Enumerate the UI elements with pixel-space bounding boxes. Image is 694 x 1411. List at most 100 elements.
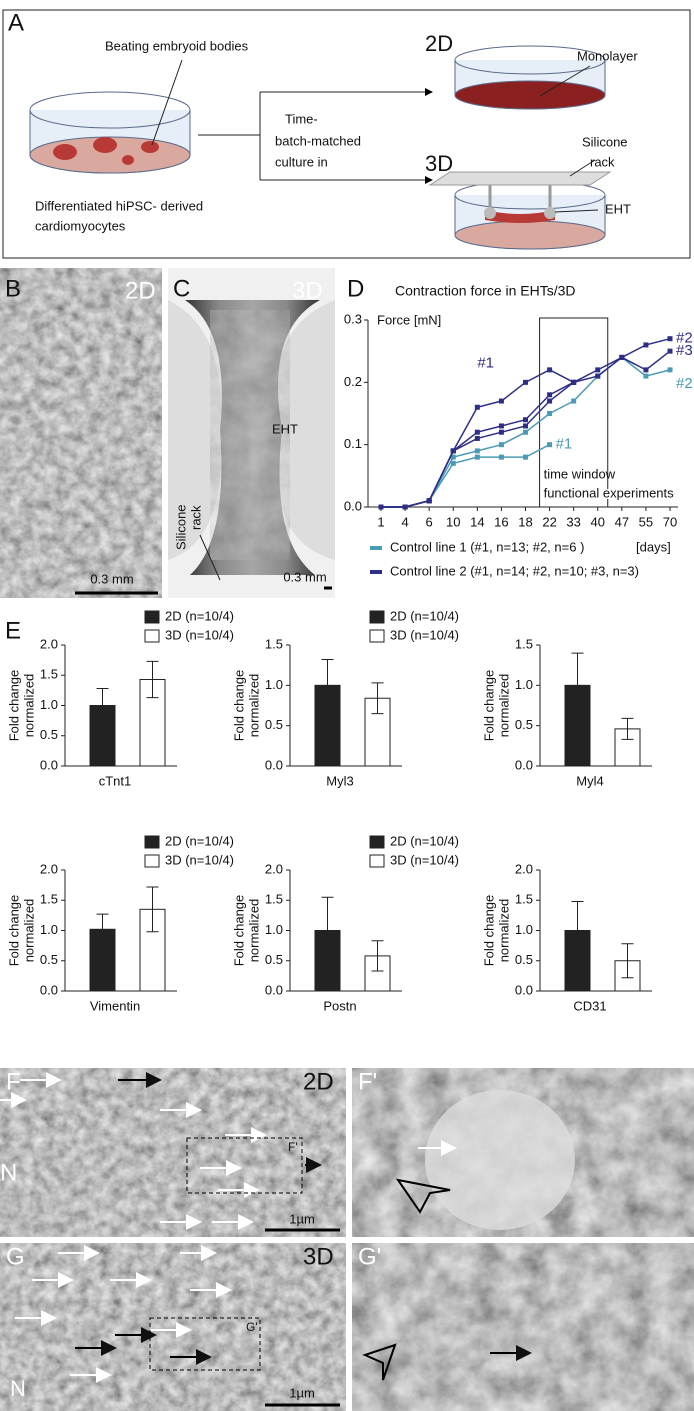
series-point bbox=[450, 460, 456, 466]
y-axis-label: Fold change normalized bbox=[231, 895, 261, 967]
series-point bbox=[426, 498, 432, 504]
legend-swatch bbox=[144, 610, 160, 624]
eht-label: EHT bbox=[272, 421, 298, 436]
series-point bbox=[571, 398, 577, 404]
arrowhead-marker bbox=[362, 1343, 397, 1381]
legend-swatch bbox=[144, 835, 160, 849]
y-label-line: normalized bbox=[496, 899, 511, 963]
series-point bbox=[523, 423, 528, 429]
series-point bbox=[547, 442, 553, 448]
y-tick-label: 0.0 bbox=[265, 982, 283, 997]
x-tick-label: 14 bbox=[470, 514, 484, 529]
x-tick-label: 10 bbox=[446, 514, 460, 529]
error-bar bbox=[96, 688, 109, 723]
x-tick-label: CD31 bbox=[573, 998, 606, 1013]
y-axis-label: Force [mN] bbox=[377, 312, 441, 327]
legend-swatch bbox=[144, 854, 160, 868]
time-window-box bbox=[539, 317, 609, 508]
legend-label: 2D (n=10/4) bbox=[390, 833, 459, 848]
y-tick-label: 0.5 bbox=[265, 717, 283, 732]
series-point bbox=[643, 373, 649, 379]
y-label-line: Fold change bbox=[6, 670, 21, 742]
em-image bbox=[0, 1243, 346, 1411]
arrowhead-marker bbox=[395, 1178, 451, 1214]
scale-label: 1µm bbox=[289, 1211, 315, 1226]
dish-left bbox=[29, 59, 191, 174]
legend-label: Control line 1 (#1, n=13; #2, n=6 ) bbox=[390, 539, 584, 554]
series-point bbox=[571, 379, 577, 385]
series-point bbox=[474, 454, 480, 460]
micrograph bbox=[0, 268, 162, 598]
y-tick-label: 1.0 bbox=[265, 677, 283, 692]
scale-label: 1µm bbox=[289, 1385, 315, 1400]
series-point bbox=[450, 454, 456, 460]
panel-label: D bbox=[347, 275, 364, 302]
series-point bbox=[450, 448, 456, 454]
series-point bbox=[474, 429, 480, 435]
series-label: #3 bbox=[676, 342, 693, 359]
legend-swatch bbox=[144, 629, 160, 643]
pointer bbox=[199, 534, 221, 581]
series-point bbox=[667, 348, 673, 354]
y-label-line: normalized bbox=[246, 899, 261, 963]
rack-line: Silicone bbox=[173, 504, 188, 550]
series-line bbox=[381, 350, 671, 508]
y-tick-label: 0.0 bbox=[265, 757, 283, 772]
y-tick-label: 0.0 bbox=[40, 757, 58, 772]
panel-label: F bbox=[6, 1068, 21, 1095]
y-tick-label: 1.0 bbox=[265, 922, 283, 937]
x-tick-label: 16 bbox=[494, 514, 508, 529]
error-bar bbox=[621, 717, 634, 740]
series-point bbox=[498, 429, 504, 435]
inset-box bbox=[149, 1317, 261, 1371]
x-tick-label: 1 bbox=[377, 514, 384, 529]
series-point bbox=[523, 429, 528, 435]
panel-title: 3D bbox=[303, 1243, 334, 1270]
y-tick-label: 1.0 bbox=[40, 922, 58, 937]
eht-label: EHT bbox=[605, 201, 631, 216]
x-tick-label: 6 bbox=[426, 514, 433, 529]
nucleus-label: N bbox=[10, 1376, 26, 1401]
series-point bbox=[523, 417, 528, 423]
panel-label: G' bbox=[358, 1243, 381, 1270]
y-tick-label: 1.5 bbox=[515, 636, 533, 651]
culture-line: batch-matched bbox=[275, 133, 361, 148]
series-point bbox=[619, 354, 625, 360]
x-tick-label: Vimentin bbox=[90, 998, 140, 1013]
culture-line: culture in bbox=[275, 154, 328, 169]
legend-label: 2D (n=10/4) bbox=[165, 608, 234, 623]
y-label-line: normalized bbox=[246, 674, 261, 738]
series-label: #2 bbox=[676, 330, 693, 347]
em-image bbox=[0, 1068, 346, 1237]
x-tick-label: 33 bbox=[566, 514, 580, 529]
y-tick-label: 1.0 bbox=[40, 697, 58, 712]
flow-arrows bbox=[198, 88, 433, 184]
scale-label: 0.3 mm bbox=[283, 569, 326, 584]
y-tick-label: 1.5 bbox=[40, 892, 58, 907]
panel-title: 2D bbox=[125, 277, 156, 304]
series-label: #1 bbox=[556, 436, 573, 453]
x-tick-label: 70 bbox=[663, 514, 677, 529]
y-tick-label: 1.0 bbox=[515, 922, 533, 937]
y-tick-label: 0.0 bbox=[515, 757, 533, 772]
y-label-line: normalized bbox=[496, 674, 511, 738]
series-label: #1 bbox=[477, 355, 494, 372]
panel-label: G bbox=[6, 1243, 25, 1270]
series-point bbox=[402, 504, 408, 510]
error-bar bbox=[571, 900, 584, 961]
series-point bbox=[547, 398, 553, 404]
series-point bbox=[523, 379, 528, 385]
panel-title: 3D bbox=[292, 277, 323, 304]
inset-label: F' bbox=[288, 1140, 298, 1154]
y-axis-label: Fold change normalized bbox=[231, 670, 261, 742]
x-tick-label: 55 bbox=[639, 514, 653, 529]
y-tick-label: 0.3 bbox=[344, 311, 362, 326]
x-tick-label: 18 bbox=[518, 514, 532, 529]
y-tick-label: 0.2 bbox=[344, 374, 362, 389]
series-point bbox=[474, 404, 480, 410]
series-point bbox=[498, 442, 504, 448]
error-bar bbox=[371, 682, 384, 715]
series-point bbox=[498, 398, 504, 404]
series-point bbox=[547, 367, 553, 373]
